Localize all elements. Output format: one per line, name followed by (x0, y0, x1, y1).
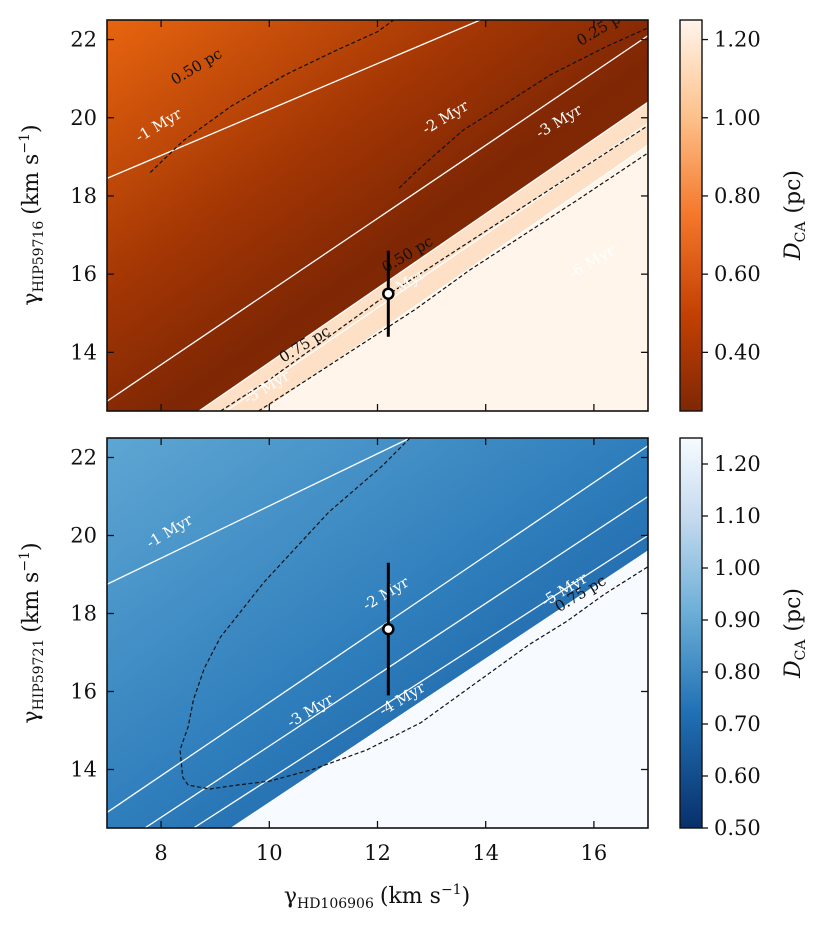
colorbar (679, 437, 703, 829)
colorbar-tick-label: 0.80 (714, 184, 761, 208)
measurement-point (382, 250, 395, 337)
colorbar-tick-label: 1.20 (714, 28, 761, 52)
y-tick-label: 14 (70, 340, 97, 364)
colorbar-ticks: 0.50 0.60 0.70 0.80 0.90 1.00 1.10 1.20 (702, 452, 761, 840)
colorbar-tick-label: 0.80 (714, 660, 761, 684)
colorbar-label: DCA(pc) (781, 588, 809, 679)
colorbar-ticks: 0.40 0.60 0.80 1.00 1.20 (702, 28, 761, 364)
y-axis-label: γHIP59721(km s−1) (17, 542, 47, 723)
time-contour-line (144, 495, 648, 828)
time-contour-line (231, 550, 648, 828)
time-contour-line (107, 438, 411, 585)
colorbar-label: DCA(pc) (781, 170, 809, 261)
time-contour-line (263, 144, 648, 411)
data-point-marker (382, 287, 395, 300)
colorbar-tick-label: 1.00 (714, 556, 761, 580)
colorbar-tick-label: 0.40 (714, 340, 761, 364)
distance-contour-line (179, 438, 648, 790)
axis-ticks: 14 16 18 20 22 (70, 20, 648, 411)
y-tick-label: 22 (70, 446, 97, 470)
y-tick-label: 20 (70, 106, 97, 130)
y-tick-label: 16 (70, 262, 97, 286)
y-tick-label: 22 (70, 28, 97, 52)
y-tick-label: 14 (70, 758, 97, 782)
colorbar-tick-label: 1.10 (714, 504, 761, 528)
data-point-marker (382, 622, 395, 636)
distance-contour-line (398, 27, 648, 189)
distance-contour-line (149, 20, 395, 173)
colorbar-tick-label: 1.20 (714, 452, 761, 476)
colorbar-tick-label: 0.60 (714, 262, 761, 286)
distance-contour-line (220, 125, 648, 411)
time-contour-line (107, 20, 481, 179)
measurement-point (382, 562, 395, 696)
distance-contour-line (258, 152, 648, 411)
y-tick-label: 16 (70, 680, 97, 704)
x-tick-label: 8 (154, 841, 167, 865)
y-tick-label: 18 (70, 602, 97, 626)
y-axis-label: γHIP59716(km s−1) (17, 124, 47, 305)
time-contour-line (193, 534, 648, 828)
time-contour-line (107, 445, 648, 813)
x-tick-label: 12 (364, 841, 391, 865)
y-tick-label: 20 (70, 524, 97, 548)
x-tick-label: 16 (581, 841, 608, 865)
top-panel: -1 Myr -2 Myr -3 Myr-4 Myr-5 Myr-6 Myr0.50… (17, 19, 809, 412)
colorbar (679, 19, 703, 412)
time-contour-line (107, 35, 648, 402)
colorbar-tick-label: 0.60 (714, 764, 761, 788)
colorbar-tick-label: 1.00 (714, 106, 761, 130)
colorbar-tick-label: 0.50 (714, 816, 761, 840)
axis-ticks: 14 16 18 20 22 8 10 12 14 16 (70, 438, 648, 865)
x-tick-label: 14 (472, 841, 499, 865)
time-contour-line (198, 101, 648, 411)
x-tick-label: 10 (256, 841, 283, 865)
colorbar-tick-label: 0.70 (714, 712, 761, 736)
colorbar-tick-label: 0.90 (714, 608, 761, 632)
x-axis-label: γHD106906 (km s−1) (284, 882, 470, 912)
y-tick-label: 18 (70, 184, 97, 208)
